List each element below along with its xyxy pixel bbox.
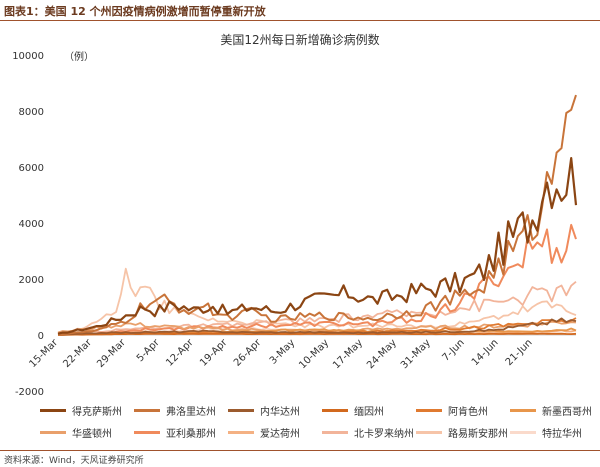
y-tick-label-0: -2000 bbox=[15, 387, 44, 398]
legend-swatch-2 bbox=[228, 408, 254, 412]
legend-item-10: 路易斯安那州 bbox=[416, 425, 508, 440]
legend-label-1: 弗洛里达州 bbox=[166, 406, 216, 418]
legend-item-5: 新墨西哥州 bbox=[510, 403, 592, 418]
x-tick-label-5: 19-Apr bbox=[198, 337, 230, 369]
x-tick-label-9: 17-May bbox=[331, 337, 365, 371]
series-lines bbox=[57, 94, 578, 336]
y-tick-label-4: 6000 bbox=[19, 163, 44, 174]
series-line-2 bbox=[57, 317, 577, 336]
x-tick-label-14: 21-Jun bbox=[504, 337, 535, 368]
y-tick-label-6: 10000 bbox=[12, 51, 44, 62]
x-tick-label-8: 10-May bbox=[297, 337, 331, 371]
legend-label-4: 阿肯色州 bbox=[448, 406, 488, 418]
source-note: 资料来源：Wind，天风证券研究所 bbox=[4, 456, 144, 466]
legend-item-3: 缅因州 bbox=[322, 403, 384, 418]
legend-label-7: 亚利桑那州 bbox=[166, 428, 216, 440]
y-axis-unit: （例） bbox=[64, 50, 94, 63]
legend-swatch-6 bbox=[40, 430, 66, 434]
legend-item-7: 亚利桑那州 bbox=[134, 425, 216, 440]
x-tick-label-2: 29-Mar bbox=[95, 337, 128, 370]
legend-item-8: 爱达荷州 bbox=[228, 425, 300, 440]
legend-label-9: 北卡罗来纳州 bbox=[354, 428, 414, 440]
legend-label-11: 特拉华州 bbox=[542, 428, 582, 440]
legend-swatch-3 bbox=[322, 408, 348, 412]
y-tick-label-5: 8000 bbox=[19, 107, 44, 118]
x-tick-label-1: 22-Mar bbox=[61, 337, 94, 370]
legend-item-0: 得克萨斯州 bbox=[40, 403, 122, 418]
series-line-7 bbox=[57, 223, 577, 336]
series-line-3 bbox=[57, 332, 577, 336]
x-tick-label-4: 12-Apr bbox=[164, 337, 196, 369]
series-line-0 bbox=[57, 157, 578, 335]
legend-label-2: 内华达州 bbox=[260, 406, 300, 418]
x-tick-label-6: 26-Apr bbox=[232, 337, 264, 369]
legend-item-4: 阿肯色州 bbox=[416, 403, 488, 418]
x-tick-label-13: 14-Jun bbox=[470, 337, 501, 368]
top-divider bbox=[0, 20, 600, 21]
y-tick-label-2: 2000 bbox=[19, 275, 44, 286]
figure-title: 图表1：美国 12 个州因疫情病例激增而暂停重新开放 bbox=[4, 5, 266, 18]
y-tick-label-1: 0 bbox=[38, 331, 44, 342]
x-tick-label-3: 5-Apr bbox=[135, 337, 163, 365]
legend-swatch-4 bbox=[416, 408, 442, 412]
legend-label-0: 得克萨斯州 bbox=[72, 406, 122, 418]
x-tick-label-10: 24-May bbox=[365, 337, 399, 371]
legend-label-6: 华盛顿州 bbox=[72, 428, 112, 440]
legend-item-6: 华盛顿州 bbox=[40, 425, 112, 440]
x-tick-label-0: 15-Mar bbox=[27, 337, 60, 370]
legend-swatch-5 bbox=[510, 408, 536, 412]
legend-item-9: 北卡罗来纳州 bbox=[322, 425, 414, 440]
x-tick-label-12: 7-Jun bbox=[441, 337, 467, 363]
legend-item-2: 内华达州 bbox=[228, 403, 300, 418]
legend-item-11: 特拉华州 bbox=[510, 425, 582, 440]
legend-label-3: 缅因州 bbox=[354, 406, 384, 418]
x-tick-label-7: 3-May bbox=[268, 337, 298, 367]
legend-swatch-9 bbox=[322, 430, 348, 434]
legend-swatch-7 bbox=[134, 430, 160, 434]
x-tick-labels: 15-Mar 22-Mar 29-Mar 5-Apr 12-Apr 19-Apr 26-Ap… bbox=[27, 337, 534, 372]
legend-label-10: 路易斯安那州 bbox=[448, 428, 508, 440]
series-line-1 bbox=[57, 94, 577, 336]
x-tick-label-11: 31-May bbox=[399, 337, 433, 371]
legend-swatch-1 bbox=[134, 408, 160, 412]
legend-label-5: 新墨西哥州 bbox=[542, 406, 592, 418]
legend-label-8: 爱达荷州 bbox=[260, 428, 300, 440]
legend-swatch-11 bbox=[510, 430, 536, 434]
legend-swatch-8 bbox=[228, 430, 254, 434]
y-tick-label-3: 4000 bbox=[19, 219, 44, 230]
y-tick-labels: -2000 0 2000 4000 6000 8000 10000 bbox=[12, 51, 44, 398]
legend-item-1: 弗洛里达州 bbox=[134, 403, 216, 418]
legend-swatch-10 bbox=[416, 430, 442, 434]
legend-swatch-0 bbox=[40, 408, 66, 412]
bottom-divider bbox=[0, 450, 600, 451]
chart-title: 美国12州每日新增确诊病例数 bbox=[220, 32, 379, 47]
